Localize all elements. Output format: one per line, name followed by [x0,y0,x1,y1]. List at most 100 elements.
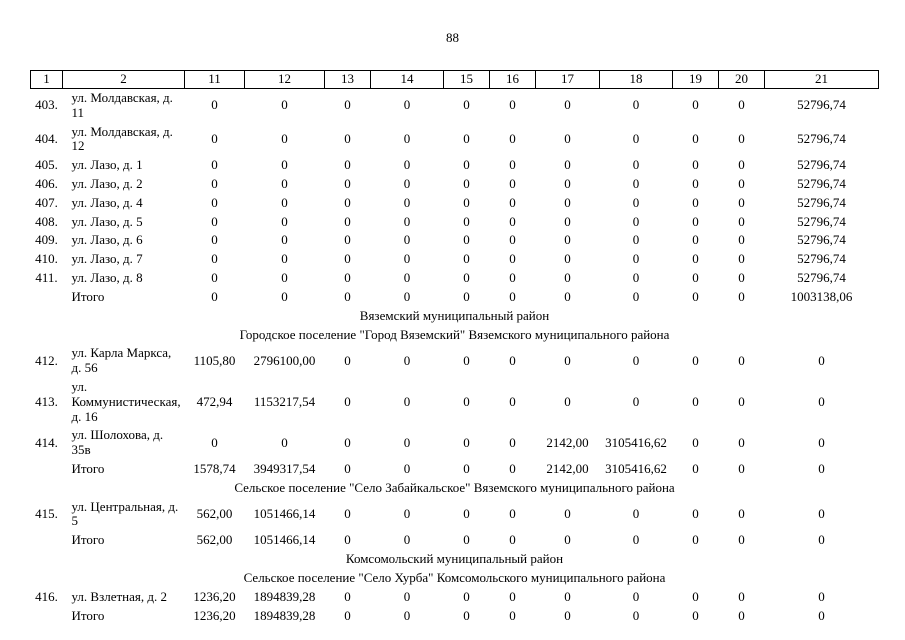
value-cell: 0 [344,194,351,210]
value-cell: 0 [403,461,411,476]
value-cell: 52796,74 [797,97,846,113]
value-cell: 0 [463,194,470,210]
section-label: Городское поселение "Город Вяземский" Вя… [239,326,670,342]
value-cell: 0 [692,288,699,304]
value-cell: 0 [738,130,745,146]
value-cell: 0 [463,393,470,409]
value-cell: 0 [738,288,745,304]
row-number-cell: 410. [35,251,58,267]
value-cell: 1578,74 [193,461,236,476]
value-cell: 0 [509,97,516,113]
value-cell: 0 [463,213,470,229]
value-cell: 0 [738,352,745,368]
value-cell: 0 [692,434,699,450]
address-cell: ул. Лазо, д. 5 [71,213,143,229]
value-cell: 1105,80 [193,352,236,368]
value-cell: 0 [738,506,745,522]
value-cell: 0 [818,352,825,368]
table-header: 1 2 11 12 13 14 15 16 17 18 19 20 21 [30,70,879,89]
value-cell: 0 [509,270,516,286]
value-cell: 1003138,06 [790,288,853,304]
value-cell: 0 [692,157,699,173]
value-cell: 3949317,54 [253,461,316,476]
value-cell: 0 [344,130,351,146]
value-cell: 0 [211,157,218,173]
value-cell: 0 [564,97,571,113]
row-number-cell: 411. [35,270,58,286]
value-cell: 0 [403,532,411,548]
value-cell: 0 [564,232,571,248]
row-number-cell: 414. [35,434,58,450]
totals-row: Итого 1578,74 3949317,54 0 0 0 0 2142,00 3105416… [31,460,879,479]
address-cell: ул. Взлетная, д. 2 [71,588,167,604]
value-cell: 52796,74 [797,213,846,229]
value-cell: 0 [632,130,640,146]
value-cell: 0 [692,97,699,113]
address-cell: ул. Коммунистическая, д. 16 [71,378,181,424]
totals-row: Итого 562,00 1051466,14 0 0 0 0 0 0 0 0 0 [31,531,879,550]
address-cell: ул. Лазо, д. 6 [71,232,143,248]
value-cell: 0 [564,506,571,522]
value-cell: 0 [632,157,640,173]
section-row: Сельское поселение "Село Хурба" Комсомол… [31,569,879,588]
row-number-cell: 409. [35,232,58,248]
value-cell: 0 [564,270,571,286]
value-cell: 0 [738,588,745,604]
value-cell: 0 [509,251,516,267]
value-cell: 3105416,62 [605,461,667,476]
value-cell: 0 [509,194,516,210]
table-row: 406. ул. Лазо, д. 2 0 0 0 0 0 0 0 0 0 0 52796,74 [31,175,879,194]
value-cell: 0 [211,213,218,229]
value-cell: 0 [463,270,470,286]
value-cell: 1051466,14 [253,532,316,548]
table-row: 409. ул. Лазо, д. 6 0 0 0 0 0 0 0 0 0 0 52796,74 [31,231,879,250]
table-row: 410. ул. Лазо, д. 7 0 0 0 0 0 0 0 0 0 0 52796,74 [31,250,879,269]
address-cell: ул. Лазо, д. 2 [71,176,143,191]
value-cell: 0 [403,157,411,173]
value-cell: 0 [281,213,288,229]
value-cell: 0 [403,194,411,210]
value-cell: 0 [344,393,351,409]
value-cell: 0 [738,232,745,248]
value-cell: 0 [281,270,288,286]
value-cell: 0 [632,213,640,229]
value-cell: 0 [463,607,470,623]
row-number-cell: 405. [35,157,58,173]
value-cell: 0 [738,97,745,113]
value-cell: 0 [403,176,411,191]
value-cell: 0 [509,607,516,623]
table-header-row: 1 2 11 12 13 14 15 16 17 18 19 20 21 [30,70,879,89]
column-header: 19 [672,70,719,89]
value-cell: 0 [738,270,745,286]
column-header: 21 [764,70,879,89]
value-cell: 0 [632,194,640,210]
section-label: Комсомольский муниципальный район [345,551,564,567]
value-cell: 52796,74 [797,176,846,191]
row-number-cell: 415. [35,506,58,522]
value-cell: 0 [344,532,351,548]
value-cell: 0 [403,434,411,450]
value-cell: 0 [738,176,745,191]
value-cell: 1236,20 [193,588,236,604]
value-cell: 0 [692,393,699,409]
value-cell: 0 [281,130,288,146]
value-cell: 0 [564,607,571,623]
value-cell: 0 [344,288,351,304]
value-cell: 0 [281,232,288,248]
address-cell: ул. Молдавская, д. 11 [71,89,173,120]
value-cell: 0 [509,157,516,173]
row-number-cell [31,607,63,626]
value-cell: 0 [564,288,571,304]
value-cell: 0 [692,461,699,476]
value-cell: 0 [344,270,351,286]
value-cell: 1894839,28 [253,588,316,604]
value-cell: 0 [403,588,411,604]
value-cell: 0 [403,607,411,623]
value-cell: 0 [509,213,516,229]
table-row: 413. ул. Коммунистическая, д. 16 472,94 115… [31,378,879,426]
value-cell: 0 [344,434,351,450]
table-row: 415. ул. Центральная, д. 5 562,00 1051466,1… [31,498,879,532]
table-row: 408. ул. Лазо, д. 5 0 0 0 0 0 0 0 0 0 0 52796,74 [31,213,879,232]
value-cell: 0 [692,506,699,522]
row-number-cell: 412. [35,352,58,368]
